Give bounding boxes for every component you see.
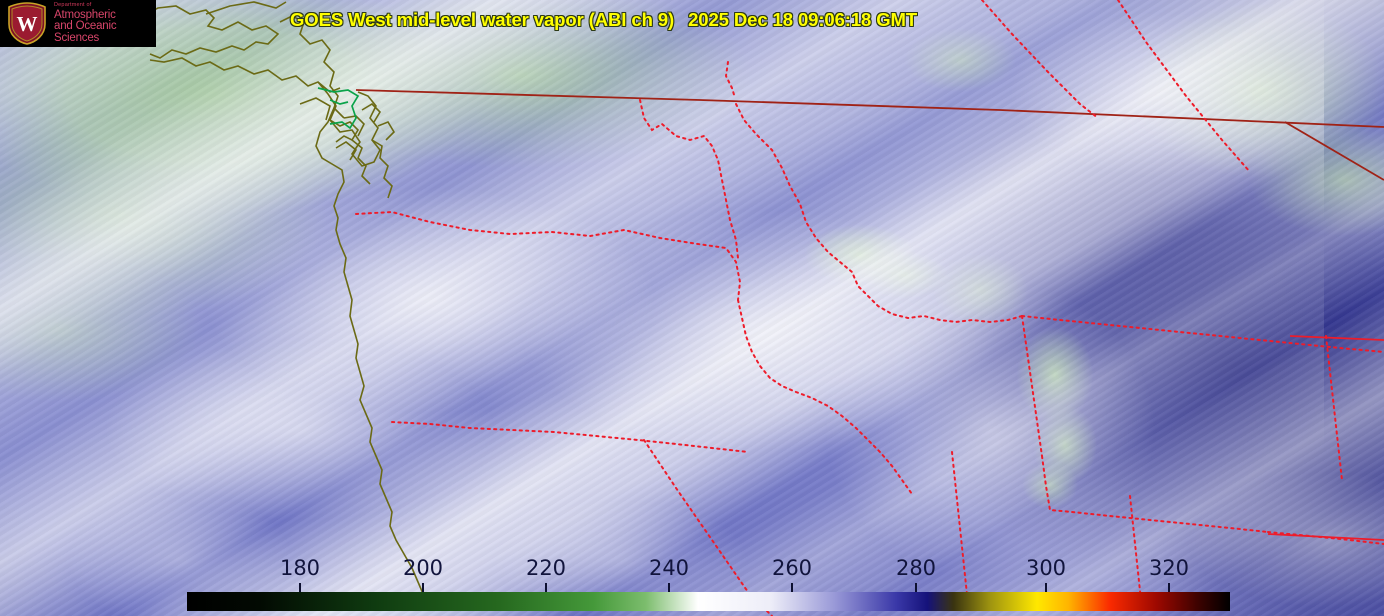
page-title: GOES West mid-level water vapor (ABI ch … [290,9,917,31]
department-line-1: Atmospheric [54,8,116,21]
department-prefix: Department of [54,2,92,8]
water-outline [317,87,360,130]
timestamp: 2025 Dec 18 09:06:18 GMT [688,9,918,30]
product-name: GOES West mid-level water vapor (ABI ch … [290,9,675,30]
state-border-group [355,0,1384,616]
department-line-2: and Oceanic Sciences [54,20,117,45]
institution-logo: W Department of Atmospheric and Oceanic … [0,0,156,47]
coastline-group [149,1,433,611]
colorbar-gradient[interactable] [187,592,1230,611]
university-crest-icon: W [8,2,46,45]
border-solid-segments [1267,335,1384,541]
institution-name: Department of Atmospheric and Oceanic Sc… [54,2,156,45]
national-border-us-canada [355,89,1384,181]
svg-text:W: W [17,12,38,36]
